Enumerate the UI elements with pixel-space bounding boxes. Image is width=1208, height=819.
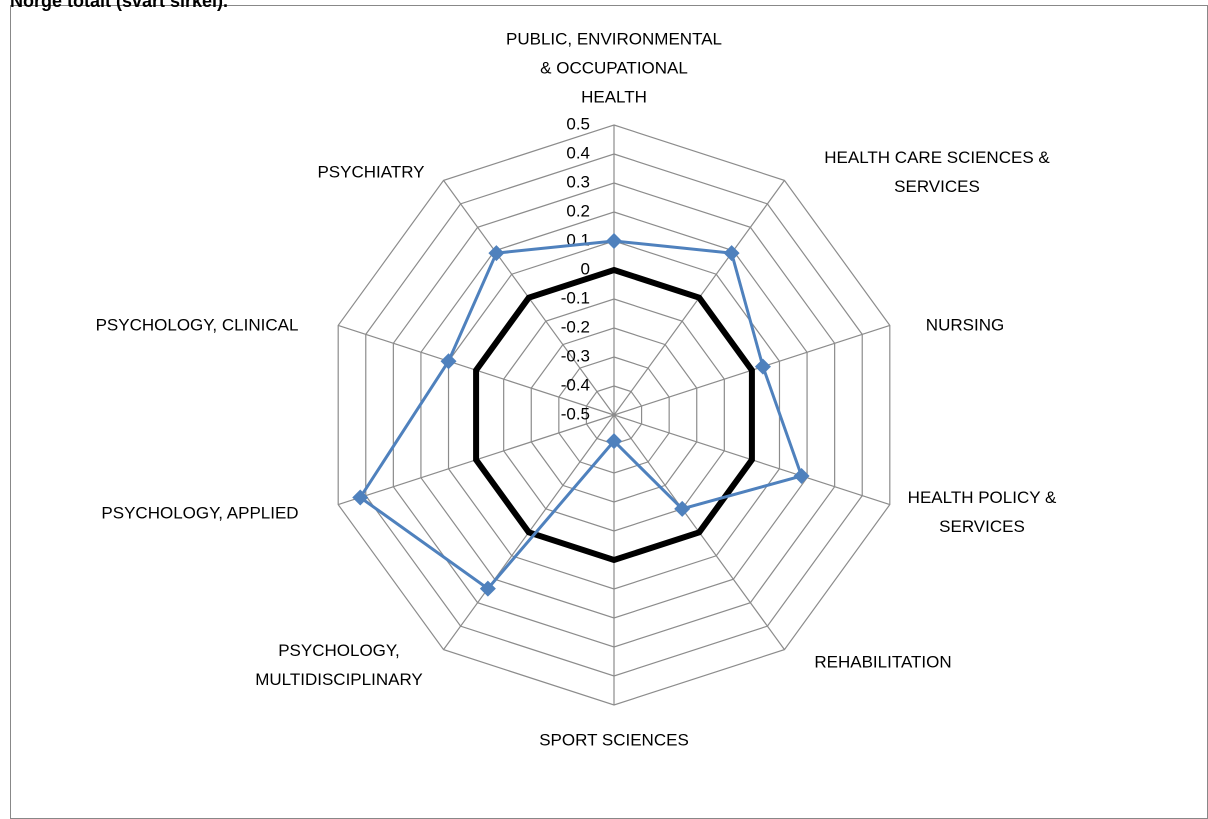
category-label: PSYCHOLOGY, CLINICAL <box>95 315 299 335</box>
data-point <box>754 358 771 375</box>
category-label: NURSING <box>925 315 1005 335</box>
y-tick-label: -0.2 <box>561 317 590 336</box>
data-point <box>793 467 810 484</box>
y-tick-label: 0.3 <box>566 172 590 191</box>
chart-border <box>10 5 1208 819</box>
data-point <box>606 233 622 249</box>
data-point <box>440 353 457 370</box>
series-line <box>473 266 755 564</box>
y-tick-label: -0.1 <box>561 288 590 307</box>
category-label: SPORT SCIENCES <box>539 730 689 750</box>
category-label: PSYCHIATRY <box>317 162 425 182</box>
y-tick-label: 0 <box>581 259 590 278</box>
y-tick-label: -0.5 <box>561 404 590 423</box>
chart-title: Norge totalt (svart sirkel). <box>10 0 229 11</box>
category-label: PSYCHOLOGY, MULTIDISCIPLINARY <box>255 641 423 689</box>
y-tick-label: 0.5 <box>566 114 590 133</box>
data-point <box>488 245 505 262</box>
category-label: PSYCHOLOGY, APPLIED <box>101 503 299 523</box>
y-tick-label: -0.4 <box>561 375 590 394</box>
category-label: REHABILITATION <box>814 652 952 672</box>
data-point <box>479 580 496 597</box>
category-label: HEALTH CARE SCIENCES & SERVICES <box>824 148 1050 196</box>
data-point <box>674 500 691 517</box>
data-point <box>606 433 622 450</box>
y-tick-label: -0.3 <box>561 346 590 365</box>
data-point <box>352 489 369 506</box>
category-label: PUBLIC, ENVIRONMENTAL & OCCUPATIONAL HEA… <box>505 29 723 107</box>
data-point <box>723 245 740 262</box>
category-label: HEALTH POLICY & SERVICES <box>907 488 1057 536</box>
y-tick-label: 0.2 <box>566 201 590 220</box>
y-tick-label: 0.4 <box>566 143 590 162</box>
